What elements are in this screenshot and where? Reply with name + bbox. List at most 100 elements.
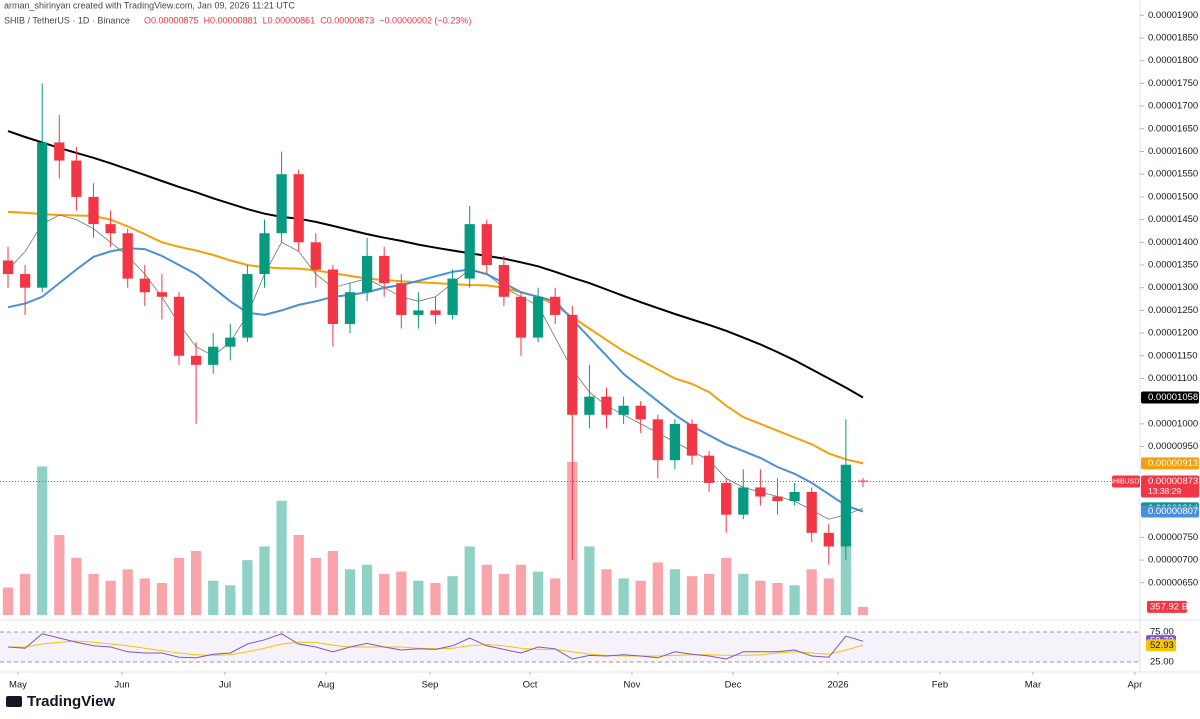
volume-bar: [823, 578, 834, 615]
ohlc-value: O0.00000875: [144, 15, 199, 25]
ohlc-value: −0.00000002 (−0.23%): [379, 15, 471, 25]
x-tick-label: Jul: [219, 680, 231, 691]
candle-body: [379, 255, 390, 284]
volume-bar: [88, 573, 99, 615]
candle-body: [396, 283, 407, 315]
last-price-badge: [1141, 475, 1199, 498]
logo-text: TradingView: [27, 693, 115, 710]
volume-bar: [242, 560, 253, 615]
candle-body: [276, 174, 287, 234]
candle-body: [71, 160, 82, 197]
volume-bar: [225, 585, 236, 615]
candle-body: [19, 274, 31, 288]
candle-body: [789, 491, 800, 502]
rsi-ma-badge: [1146, 639, 1176, 652]
y-tick-label: 0.00001550: [1148, 169, 1198, 180]
y-tick-label: 0.00001350: [1148, 260, 1198, 271]
rsi-band: [0, 632, 1140, 662]
candle-body: [259, 233, 270, 275]
price-badge: [1141, 391, 1199, 404]
volume-bar: [19, 573, 31, 615]
y-tick-label: 0.00001250: [1148, 305, 1198, 316]
countdown: 13:38:29: [1148, 486, 1181, 496]
x-tick-label: 2026: [827, 680, 848, 691]
candle-body: [567, 314, 578, 415]
volume-bar: [464, 546, 475, 615]
volume-bar: [139, 578, 150, 615]
volume-bar: [447, 576, 458, 615]
x-tick-label: Aug: [318, 680, 335, 691]
y-tick-label: 0.00000750: [1148, 532, 1198, 543]
candle-body: [173, 296, 185, 356]
volume-bar: [430, 583, 441, 615]
volume-bar: [772, 583, 783, 615]
ohlc-value: L0.00000861: [263, 15, 316, 25]
volume-bar: [755, 580, 766, 615]
volume-bar: [190, 551, 202, 615]
candle-body: [686, 423, 698, 456]
volume-bar: [550, 578, 561, 615]
volume-bar: [703, 573, 715, 615]
candle-body: [772, 496, 783, 502]
volume-bar: [635, 580, 646, 615]
y-tick-label: 0.00000950: [1148, 441, 1198, 452]
volume-bar: [532, 571, 544, 615]
volume-bar: [276, 500, 287, 615]
y-tick-label: 0.00001200: [1148, 328, 1198, 339]
candle-body: [532, 296, 544, 338]
rsi-tick-label: 75.00: [1150, 627, 1174, 638]
candle-body: [293, 174, 304, 243]
x-tick-label: Apr: [1127, 680, 1142, 691]
volume-bar: [156, 583, 168, 615]
candle-body: [242, 274, 253, 338]
volume-bar: [37, 466, 48, 615]
volume-bar: [293, 535, 304, 615]
candle-body: [550, 296, 561, 315]
y-tick-label: 0.00001500: [1148, 191, 1198, 202]
volume-bar: [481, 564, 492, 615]
x-tick-label: Nov: [624, 680, 641, 691]
symbol-badge-label: SHIBUSDT: [1108, 478, 1144, 485]
candle-body: [669, 423, 681, 461]
volume-bar: [669, 569, 681, 615]
candle-body: [652, 419, 663, 461]
volume-bar: [618, 578, 629, 615]
candle-body: [327, 269, 339, 325]
price-badge-label: 0.00001058: [1148, 392, 1198, 403]
y-tick-label: 0.00000700: [1148, 555, 1198, 566]
rsi-line: [7, 633, 864, 660]
candle-body: [310, 242, 321, 270]
y-tick-label: 0.00001900: [1148, 10, 1198, 21]
volume-bar: [601, 569, 612, 615]
volume-bar: [71, 557, 82, 615]
y-tick-label: 0.00001150: [1148, 350, 1198, 361]
candle-body: [464, 224, 475, 279]
y-tick-label: 0.00001750: [1148, 78, 1198, 89]
logo: TradingView: [6, 693, 115, 710]
y-tick-label: 0.00001850: [1148, 33, 1198, 44]
y-tick-label: 0.00001450: [1148, 214, 1198, 225]
last-price-label: 0.00000873: [1148, 476, 1198, 487]
candle-body: [208, 346, 219, 365]
candle-body: [584, 396, 595, 415]
rsi-ma-badge-label: 52.93: [1150, 640, 1174, 651]
price-badge-label: 0.00000807: [1148, 506, 1198, 517]
attribution: arman_shirinyan created with TradingView…: [4, 0, 295, 10]
candle-body: [703, 455, 715, 483]
x-tick-label: Feb: [932, 680, 948, 691]
price-badge-label: 0.00000913: [1148, 458, 1198, 469]
x-tick-label: Jun: [114, 680, 129, 691]
volume-bar: [54, 535, 65, 615]
volume-bar: [515, 564, 527, 615]
candle-body: [344, 292, 356, 325]
candle-body: [618, 405, 629, 415]
y-tick-label: 0.00000650: [1148, 577, 1198, 588]
y-tick-label: 0.00001300: [1148, 282, 1198, 293]
logo-icon: [6, 696, 22, 707]
volume-bar: [259, 546, 270, 615]
volume-bar: [2, 587, 14, 615]
x-tick-label: Mar: [1025, 680, 1041, 691]
candle-body: [755, 487, 766, 497]
y-tick-label: 0.00001700: [1148, 101, 1198, 112]
